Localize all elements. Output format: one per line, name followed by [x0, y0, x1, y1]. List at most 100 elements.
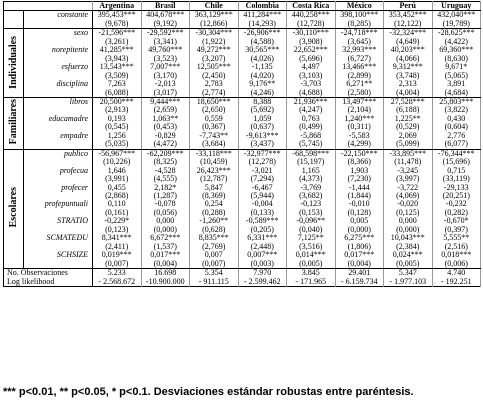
- row: constante 395,453*** 404,678*** 363,129*** 4…: [3, 10, 481, 30]
- coefficient: 20,500***: [92, 97, 142, 107]
- std-error: (0,005): [383, 259, 433, 270]
- stat-value: - 1.977.103: [383, 277, 433, 287]
- std-error: (0,604): [432, 123, 481, 132]
- coefficient: 404,678***: [141, 10, 190, 20]
- row: (3,943) (3,523) (3,207) (4,026) (5,696) (6,72…: [4, 54, 481, 64]
- std-error: (4,422): [432, 37, 481, 47]
- coefficient: -0,670*: [432, 217, 481, 226]
- row: (0,007) (0,004) (0,007) (0,003) (0,005) (0,00…: [4, 259, 481, 270]
- coefficient: 353,452***: [383, 10, 433, 20]
- std-error: (2,899): [335, 71, 384, 81]
- coefficient: 25,803***: [432, 97, 481, 107]
- group-text: Escolares: [8, 187, 19, 228]
- coefficient: 0,559: [189, 114, 239, 124]
- std-error: (2,580): [335, 88, 384, 98]
- std-error: (5,692): [238, 106, 287, 115]
- coefficient: 1,646: [92, 166, 142, 176]
- std-error: (3,509): [92, 71, 142, 81]
- std-error: (6,188): [383, 106, 433, 115]
- stat-value: 3.845: [286, 268, 336, 278]
- std-error: (0,003): [238, 259, 287, 270]
- std-error: (3,684): [189, 140, 239, 150]
- coefficient: -3,769: [286, 183, 336, 192]
- coefficient: 7,125**: [286, 234, 336, 243]
- variable-blank: [23, 37, 93, 47]
- variable-name: STRATIO: [23, 217, 93, 226]
- std-error: (1,844): [335, 191, 384, 201]
- std-error: (3,822): [432, 106, 481, 115]
- std-error: (3,908): [286, 37, 336, 47]
- stat-value: - 911.115: [189, 277, 239, 287]
- std-error: (7,294): [238, 175, 287, 184]
- std-error: (2,384): [383, 242, 433, 252]
- std-error: (12,728): [286, 19, 336, 30]
- row: No. Observaciones 5.233 16.698 5.354 7.970 3.…: [3, 268, 481, 278]
- coefficient: -0,020: [383, 200, 433, 209]
- row: Argentina Brasil Chile Colombia Costa Rica Mé…: [3, 1, 481, 12]
- std-error: (0,367): [189, 123, 239, 132]
- row: (3,991) (4,555) (12,787) (7,294) (4,373) (7,2…: [4, 175, 481, 184]
- std-error: (4,373): [286, 175, 336, 184]
- std-error: (8,369): [189, 191, 239, 201]
- std-error: (0,453): [141, 123, 190, 132]
- coefficient: 6,331***: [238, 234, 287, 243]
- coefficient: 22,652***: [286, 46, 336, 55]
- coefficient: 411,284***: [238, 10, 287, 20]
- std-error: (7,230): [335, 175, 384, 184]
- std-error: (5,944): [238, 191, 287, 201]
- coefficient: -28,625***: [432, 28, 481, 38]
- coefficient: 10,043***: [383, 234, 433, 243]
- coefficient: -0,123: [286, 200, 336, 209]
- stat-value: - 192.251: [432, 277, 481, 287]
- row: STRATIO -0,229* 0,000 -1,260** -0,589*** -0,0…: [4, 217, 481, 226]
- std-error: (12,122): [383, 19, 433, 30]
- coefficient: 1,063**: [141, 114, 190, 124]
- variable-name: profecer: [23, 183, 93, 192]
- group-label: Escolares: [3, 149, 24, 270]
- coefficient: -0,229*: [92, 217, 142, 226]
- row: (5,035) (4,472) (3,684) (3,437) (5,745) (4,29…: [4, 140, 481, 150]
- row: Log likelihood - 2.568.672 -10.900.000- 91…: [3, 277, 481, 287]
- row: norepitente 41,285*** 49,760*** 49,272*** 30…: [4, 46, 481, 55]
- row: (2,411) (1,537) (2,769) (2,448) (3,516) (1,80…: [4, 242, 481, 252]
- coefficient: 21,936***: [286, 97, 336, 107]
- std-error: (0,133): [238, 208, 287, 218]
- coefficient: 3,891: [432, 80, 481, 89]
- std-error: (4,472): [141, 140, 190, 150]
- coefficient: 2,783: [189, 80, 239, 89]
- coefficient: -2,013: [141, 80, 190, 89]
- variable-blank: [23, 106, 93, 115]
- variable-name: sexo: [23, 28, 93, 38]
- variable-blank: [23, 140, 93, 150]
- group-text: Familiares: [8, 99, 19, 145]
- std-error: (4,247): [286, 106, 336, 115]
- std-error: (8,285): [335, 19, 384, 30]
- std-error: (2,448): [238, 242, 287, 252]
- stat-value: - 171.965: [286, 277, 336, 287]
- std-error: (4,688): [286, 88, 336, 98]
- std-error: (0,000): [383, 225, 433, 235]
- coefficient: -33,118***: [189, 149, 239, 159]
- std-error: (4,649): [383, 37, 433, 47]
- variable-blank: [23, 208, 93, 218]
- coefficient: -0,232: [432, 200, 481, 209]
- row: Individuales sexo -21,596*** -29,592*** -30,…: [3, 28, 481, 98]
- std-error: (0,056): [141, 208, 190, 218]
- coefficient: -1,135: [238, 63, 287, 72]
- row: esfuerzo 13,543*** 7,007*** 12,505*** -1,135…: [4, 63, 481, 72]
- column-header: Colombia: [238, 1, 287, 12]
- row: (0,161) (0,056) (0,288) (0,133) (0,153) (0,12…: [4, 208, 481, 218]
- std-error: (2,104): [335, 106, 384, 115]
- coefficient: -0,078: [141, 200, 190, 209]
- coefficient: 0,455: [92, 183, 142, 192]
- coefficient: 13,466***: [335, 63, 384, 72]
- stat-value: 29.401: [335, 268, 384, 278]
- coefficient: -3,722: [383, 183, 433, 192]
- std-error: (2,650): [189, 106, 239, 115]
- std-error: (2,769): [189, 242, 239, 252]
- std-error: (1,806): [335, 242, 384, 252]
- variable-blank: [23, 259, 93, 270]
- std-error: (0,007): [189, 259, 239, 270]
- stat-value: 5.354: [189, 268, 239, 278]
